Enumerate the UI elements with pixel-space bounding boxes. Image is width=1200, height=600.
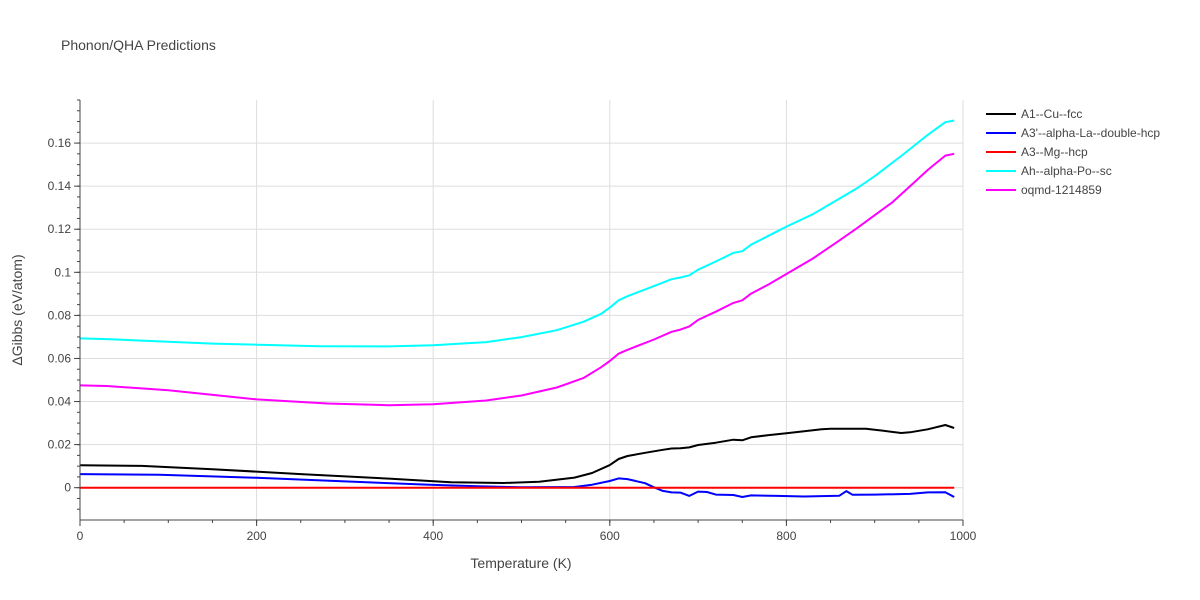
x-tick-label: 1000 [950,529,977,543]
series-line-oqmd-1214859 [79,152,955,407]
y-axis-title: ΔGibbs (eV/atom) [9,254,25,365]
y-tick-label: 0.02 [48,438,72,452]
y-tick-label: 0.1 [54,265,71,279]
plot-lines [79,119,955,498]
x-axis-title: Temperature (K) [470,555,571,571]
y-tick-label: 0.06 [48,351,72,365]
x-tick-label: 600 [600,529,620,543]
legend-item[interactable]: A1--Cu--fcc [986,107,1082,121]
legend-label: A3--Mg--hcp [1021,145,1088,159]
y-tick-label: 0.12 [48,222,72,236]
y-tick-label: 0.14 [48,179,72,193]
y-tick-label: 0 [64,481,71,495]
legend[interactable]: A1--Cu--fcc A3'--alpha-La--double-hcp A3--… [986,107,1160,197]
legend-item[interactable]: oqmd-1214859 [986,183,1102,197]
y-ticks: 0 0.02 0.04 0.06 0.08 0.1 0.12 0.14 0.16 [48,136,72,495]
legend-label: A3'--alpha-La--double-hcp [1021,126,1160,140]
x-tick-label: 800 [776,529,796,543]
grid [80,100,964,520]
x-tick-label: 400 [423,529,443,543]
legend-label: A1--Cu--fcc [1021,107,1082,121]
legend-item[interactable]: A3'--alpha-La--double-hcp [986,126,1160,140]
legend-label: oqmd-1214859 [1021,183,1102,197]
y-tick-label: 0.16 [48,136,72,150]
legend-item[interactable]: Ah--alpha-Po--sc [986,164,1112,178]
y-tick-label: 0.04 [48,395,72,409]
legend-label: Ah--alpha-Po--sc [1021,164,1112,178]
series-line-a3-alpha-la-double-hcp [79,473,955,498]
legend-item[interactable]: A3--Mg--hcp [986,145,1088,159]
series-line-ah-alpha-po-sc [79,119,955,348]
x-tick-label: 200 [247,529,267,543]
series-line-a1-cu-fcc [79,424,955,484]
x-ticks: 0 200 400 600 800 1000 [77,529,977,543]
y-tick-label: 0.08 [48,308,72,322]
chart-title: Phonon/QHA Predictions [61,37,216,53]
axes [74,99,964,526]
x-tick-label: 0 [77,529,84,543]
